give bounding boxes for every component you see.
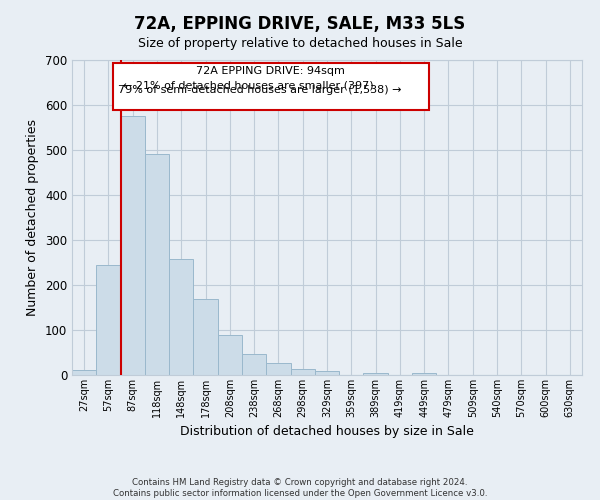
Text: 79% of semi-detached houses are larger (1,538) →: 79% of semi-detached houses are larger (… — [118, 84, 401, 94]
Bar — [113, 63, 429, 110]
Bar — [412, 373, 436, 375]
Text: 72A EPPING DRIVE: 94sqm: 72A EPPING DRIVE: 94sqm — [196, 66, 346, 76]
Bar — [218, 334, 242, 375]
Bar — [145, 154, 169, 375]
Bar — [364, 373, 388, 375]
X-axis label: Distribution of detached houses by size in Sale: Distribution of detached houses by size … — [180, 426, 474, 438]
Bar — [96, 265, 121, 375]
Bar — [169, 259, 193, 375]
Bar — [242, 354, 266, 375]
Bar — [315, 372, 339, 375]
Bar — [266, 363, 290, 375]
Y-axis label: Number of detached properties: Number of detached properties — [26, 119, 40, 316]
Bar — [72, 370, 96, 375]
Text: ← 21% of detached houses are smaller (397): ← 21% of detached houses are smaller (39… — [123, 80, 374, 90]
Bar — [121, 116, 145, 375]
Bar — [193, 300, 218, 375]
Bar — [290, 369, 315, 375]
Text: 72A, EPPING DRIVE, SALE, M33 5LS: 72A, EPPING DRIVE, SALE, M33 5LS — [134, 15, 466, 33]
Text: Size of property relative to detached houses in Sale: Size of property relative to detached ho… — [137, 38, 463, 51]
Text: Contains HM Land Registry data © Crown copyright and database right 2024.
Contai: Contains HM Land Registry data © Crown c… — [113, 478, 487, 498]
